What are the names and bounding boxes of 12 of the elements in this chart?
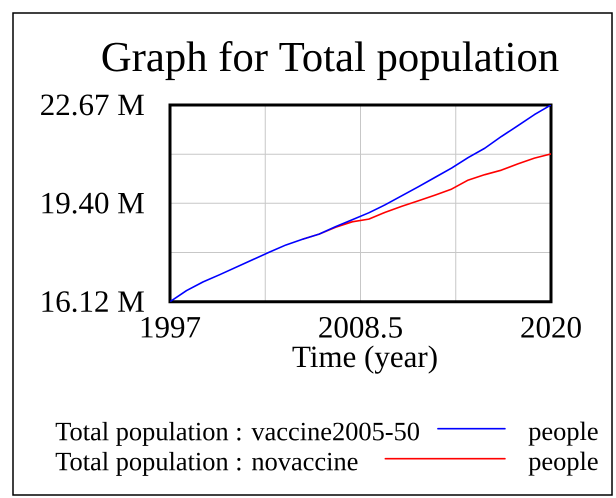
x-tick-label: 2008.5 <box>319 316 402 338</box>
legend-label: Total population : vaccine2005-50 <box>56 422 419 446</box>
legend-label: Total population : novaccine <box>56 452 358 476</box>
y-tick-label: 22.67 M <box>41 94 144 116</box>
text: people <box>528 452 598 476</box>
chart-title: Graph for Total population <box>102 40 559 80</box>
x-tick-label: 2020 <box>521 316 581 338</box>
text: people <box>528 422 598 446</box>
y-tick-label: 16.12 M <box>42 291 144 312</box>
y-tick-label: 19.40 M <box>42 192 144 214</box>
x-axis-title: Time (year) <box>292 345 437 374</box>
x-tick-label: 1997 <box>142 316 200 338</box>
